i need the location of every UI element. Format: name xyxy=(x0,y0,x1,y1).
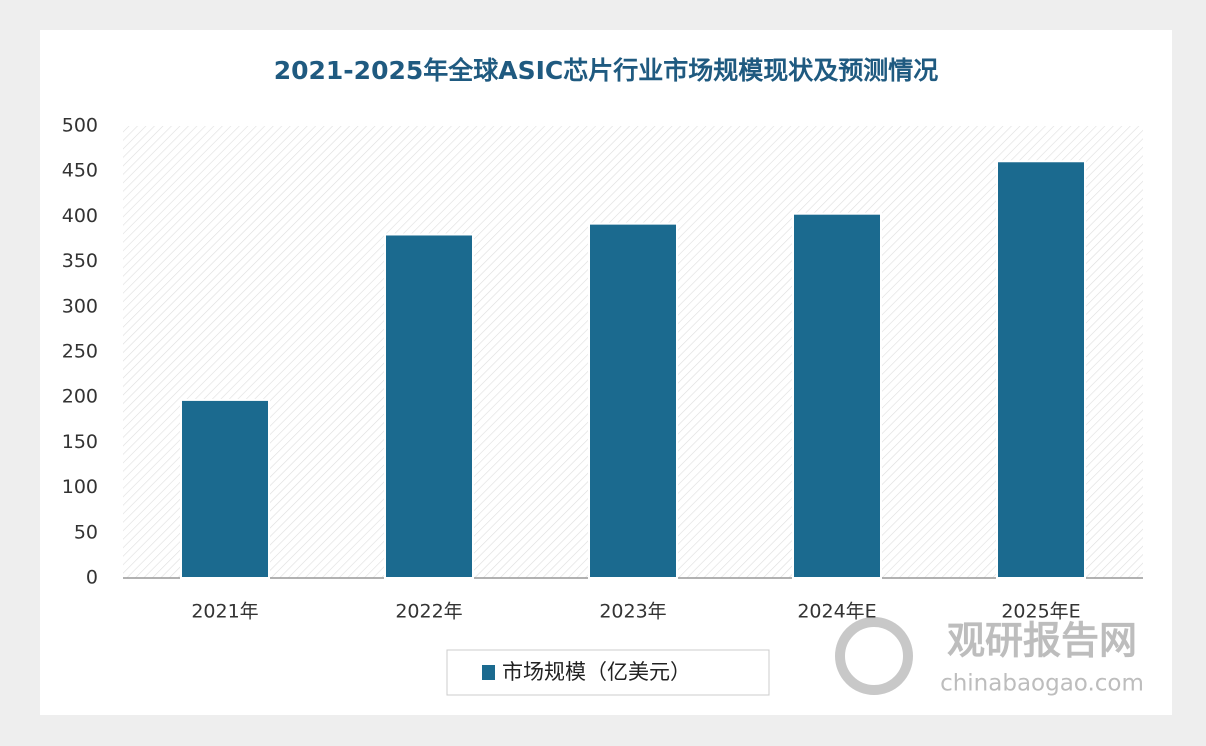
bar xyxy=(996,160,1086,579)
x-tick-label: 2025年E xyxy=(1001,601,1080,623)
watermark: 观研报告网 chinabaogao.com xyxy=(835,617,1144,697)
y-tick-label: 450 xyxy=(62,160,98,182)
bar xyxy=(384,233,474,579)
y-tick-label: 0 xyxy=(86,567,98,589)
bar xyxy=(180,398,270,579)
y-tick-label: 400 xyxy=(62,205,98,227)
chart-title: 2021-2025年全球ASIC芯片行业市场规模现状及预测情况 xyxy=(274,56,939,85)
bar xyxy=(588,222,678,580)
y-tick-label: 500 xyxy=(62,115,98,137)
bar xyxy=(792,212,882,580)
y-tick-label: 150 xyxy=(62,431,98,453)
y-tick-label: 100 xyxy=(62,476,98,498)
y-tick-label: 300 xyxy=(62,295,98,317)
legend-label: 市场规模（亿美元） xyxy=(502,660,691,684)
x-tick-label: 2021年 xyxy=(191,601,258,623)
y-tick-label: 200 xyxy=(62,386,98,408)
x-tick-label: 2022年 xyxy=(395,601,462,623)
x-tick-label: 2023年 xyxy=(599,601,666,623)
watermark-logo xyxy=(835,617,913,695)
watermark-name: 观研报告网 xyxy=(947,619,1137,663)
y-tick-label: 50 xyxy=(74,521,98,543)
legend-box xyxy=(446,649,770,696)
watermark-url: chinabaogao.com xyxy=(940,671,1144,697)
x-tick-label: 2024年E xyxy=(797,601,876,623)
legend-swatch xyxy=(482,665,495,680)
y-tick-label: 350 xyxy=(62,250,98,272)
y-tick-label: 250 xyxy=(62,341,98,363)
